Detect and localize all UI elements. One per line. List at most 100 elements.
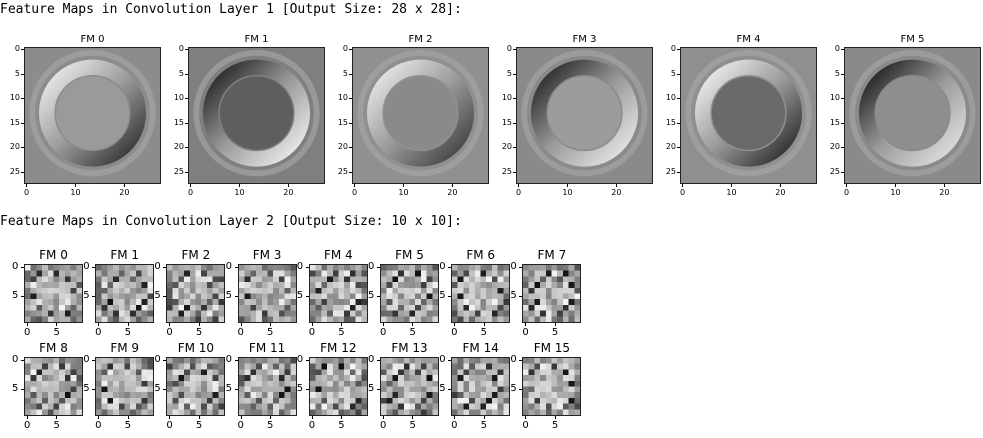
y-tick-label: 25 xyxy=(173,166,184,176)
y-tick-mark xyxy=(163,359,167,361)
x-tick-mark xyxy=(454,416,456,419)
x-tick-label: 0 xyxy=(23,420,31,431)
y-tick-label: 25 xyxy=(337,166,348,176)
y-tick-mark xyxy=(377,389,380,391)
feature-map-image xyxy=(188,47,325,184)
x-tick-label: 0 xyxy=(23,327,31,338)
y-tick-label: 15 xyxy=(9,117,20,127)
y-tick-mark xyxy=(21,49,24,51)
y-tick-mark xyxy=(305,359,309,361)
y-tick-mark xyxy=(677,171,680,173)
x-tick-label: 0 xyxy=(166,327,173,338)
y-tick-label: 20 xyxy=(9,142,20,152)
x-tick-label: 20 xyxy=(447,188,458,197)
x-tick-label: 0 xyxy=(95,327,102,338)
feature-map-image xyxy=(516,47,653,184)
x-tick-mark xyxy=(780,184,782,187)
y-tick-mark xyxy=(349,171,352,173)
layer1-feature-map: FM 0 0 5 10 15 20 25 0 10 20 xyxy=(4,34,165,201)
x-tick-mark xyxy=(270,416,272,419)
layer2-heading: Feature Maps in Convolution Layer 2 [Out… xyxy=(0,214,462,229)
x-tick-mark xyxy=(341,323,343,326)
feature-map-image xyxy=(522,264,582,323)
y-tick-mark xyxy=(349,122,352,124)
x-tick-label: 10 xyxy=(726,188,737,197)
y-tick-mark xyxy=(677,122,680,124)
y-tick-label: 10 xyxy=(665,93,676,103)
x-tick-mark xyxy=(454,323,456,326)
feature-map-title: FM 2 xyxy=(408,34,433,45)
feature-map-title: FM 4 xyxy=(736,34,761,45)
x-tick-label: 0 xyxy=(522,327,529,338)
layer1-feature-map: FM 3 0 5 10 15 20 25 0 10 20 xyxy=(496,34,657,201)
feature-map-title: FM 14 xyxy=(462,341,499,355)
y-tick-mark xyxy=(841,122,844,124)
y-tick-label: 5 xyxy=(12,290,19,302)
x-tick-mark xyxy=(483,323,485,326)
x-tick-mark xyxy=(198,323,200,326)
y-tick-mark xyxy=(519,389,523,391)
x-tick-label: 5 xyxy=(409,327,416,338)
y-tick-label: 10 xyxy=(501,93,512,103)
x-tick-mark xyxy=(26,184,28,187)
y-tick-label: 5 xyxy=(510,383,517,395)
layer2-feature-map: FM 7 0 5 0 5 xyxy=(506,248,583,341)
feature-map-title: FM 8 xyxy=(39,341,68,355)
y-tick-label: 0 xyxy=(225,260,232,272)
y-tick-label: 20 xyxy=(173,142,184,152)
y-tick-label: 10 xyxy=(337,93,348,103)
x-tick-mark xyxy=(75,184,77,187)
y-tick-mark xyxy=(377,296,380,298)
y-tick-mark xyxy=(377,266,380,268)
y-tick-mark xyxy=(841,171,844,173)
feature-map-image xyxy=(24,47,161,184)
feature-map-title: FM 7 xyxy=(537,248,567,262)
layer1-feature-map: FM 2 0 5 10 15 20 25 0 10 20 xyxy=(332,34,493,201)
y-tick-mark xyxy=(92,389,96,391)
y-tick-mark xyxy=(185,73,188,75)
y-tick-mark xyxy=(234,266,238,268)
x-tick-mark xyxy=(554,416,556,419)
x-tick-label: 5 xyxy=(338,420,345,431)
y-tick-label: 0 xyxy=(368,353,375,365)
feature-map-image xyxy=(237,264,297,323)
x-tick-label: 10 xyxy=(70,188,81,197)
y-tick-label: 0 xyxy=(83,260,90,272)
y-tick-mark xyxy=(349,49,352,51)
y-tick-label: 0 xyxy=(510,353,517,365)
layer2-feature-map: FM 0 0 5 0 5 xyxy=(8,248,85,341)
feature-map-image xyxy=(24,264,83,323)
y-tick-mark xyxy=(677,73,680,75)
y-tick-mark xyxy=(234,359,238,361)
feature-map-title: FM 15 xyxy=(533,341,571,355)
feature-map-image xyxy=(380,264,439,323)
feature-map-image xyxy=(166,357,226,416)
y-tick-mark xyxy=(185,171,188,173)
layer1-feature-map: FM 1 0 5 10 15 20 25 0 10 20 xyxy=(168,34,329,201)
layer2-feature-map: FM 4 0 5 0 5 xyxy=(293,248,370,341)
feature-map-image xyxy=(308,357,368,416)
x-tick-label: 5 xyxy=(551,327,559,338)
x-tick-mark xyxy=(311,416,313,419)
y-tick-label: 15 xyxy=(173,117,184,127)
y-tick-mark xyxy=(513,73,516,75)
x-tick-label: 0 xyxy=(451,420,458,431)
y-tick-mark xyxy=(185,98,188,100)
x-tick-mark xyxy=(190,184,192,187)
y-tick-mark xyxy=(21,98,24,100)
y-tick-label: 15 xyxy=(829,117,840,127)
feature-map-title: FM 9 xyxy=(110,341,140,355)
feature-map-title: FM 5 xyxy=(900,34,925,45)
y-tick-label: 5 xyxy=(225,383,232,395)
feature-map-title: FM 0 xyxy=(80,34,105,45)
y-tick-label: 5 xyxy=(154,290,161,302)
y-tick-mark xyxy=(21,359,24,361)
y-tick-label: 15 xyxy=(501,117,512,127)
y-tick-label: 20 xyxy=(501,142,512,152)
y-tick-mark xyxy=(21,296,24,298)
x-tick-label: 5 xyxy=(124,327,131,338)
feature-map-image xyxy=(308,264,368,323)
y-tick-label: 5 xyxy=(510,290,517,302)
x-tick-mark xyxy=(846,184,848,187)
y-tick-label: 0 xyxy=(225,353,232,365)
